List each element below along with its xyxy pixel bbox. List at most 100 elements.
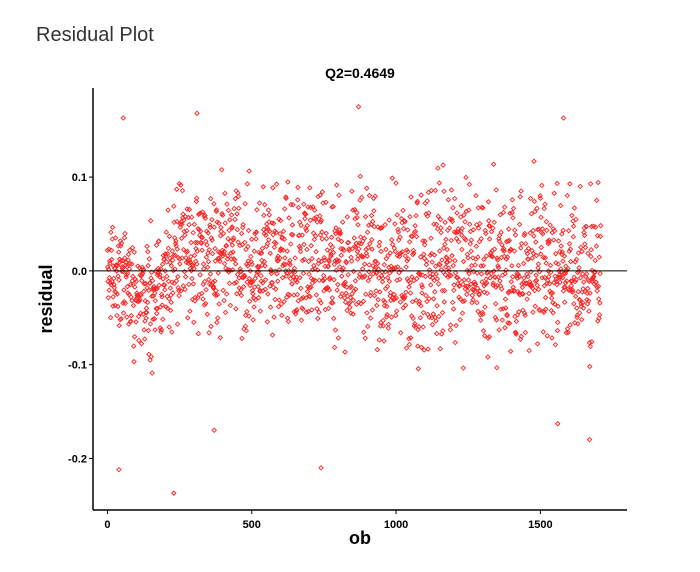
data-point	[428, 235, 434, 242]
data-point	[431, 252, 438, 258]
data-point	[544, 277, 551, 284]
data-point	[267, 283, 273, 289]
data-point	[360, 298, 367, 304]
data-point	[481, 256, 487, 263]
data-point	[427, 282, 434, 288]
data-point	[275, 303, 282, 310]
data-point	[279, 312, 285, 319]
data-point	[413, 297, 420, 304]
data-point	[553, 278, 560, 285]
data-point	[516, 290, 522, 297]
data-point	[285, 179, 291, 185]
data-point	[485, 335, 491, 341]
data-point	[583, 271, 590, 277]
data-point	[357, 173, 364, 180]
data-point	[119, 263, 125, 270]
data-point	[115, 303, 121, 310]
data-point	[312, 233, 319, 239]
data-point	[121, 235, 128, 241]
data-point	[464, 288, 471, 294]
data-point	[285, 318, 292, 325]
data-point	[270, 232, 276, 238]
data-point	[512, 313, 518, 320]
data-point	[198, 240, 205, 247]
data-point	[419, 284, 426, 290]
data-point	[510, 215, 516, 221]
data-point	[263, 232, 269, 238]
data-point	[305, 258, 312, 265]
data-point	[422, 238, 428, 244]
data-point	[592, 257, 598, 264]
data-point	[404, 276, 411, 282]
data-point	[546, 280, 553, 287]
data-point	[500, 209, 507, 216]
data-point	[397, 330, 404, 336]
data-point	[596, 254, 603, 260]
data-point	[567, 322, 573, 328]
data-point	[293, 274, 300, 280]
data-point	[548, 295, 555, 301]
data-point	[225, 207, 232, 214]
data-point	[514, 275, 521, 281]
data-point	[304, 222, 310, 229]
data-point	[147, 280, 153, 286]
data-point	[300, 306, 306, 312]
data-point	[270, 184, 276, 191]
data-point	[295, 184, 301, 191]
data-point	[563, 263, 569, 269]
data-point	[557, 202, 564, 209]
data-point	[162, 268, 168, 274]
data-point	[406, 335, 412, 342]
data-point	[131, 334, 138, 340]
data-point	[473, 192, 479, 199]
data-point	[243, 328, 250, 334]
data-point	[475, 254, 481, 260]
data-point	[248, 253, 254, 260]
data-point	[253, 272, 260, 279]
data-point	[418, 303, 424, 309]
data-point	[212, 278, 218, 284]
data-point	[171, 280, 178, 286]
data-point	[327, 274, 333, 281]
data-point	[477, 317, 484, 323]
data-point	[475, 308, 481, 315]
data-point	[567, 258, 574, 265]
data-point	[244, 308, 250, 315]
data-point	[451, 282, 457, 288]
data-point	[509, 263, 515, 269]
data-point	[526, 347, 532, 354]
data-point	[538, 244, 545, 251]
data-point	[110, 303, 116, 309]
data-point	[587, 181, 594, 187]
data-point	[363, 291, 369, 297]
data-point	[502, 270, 508, 277]
data-point	[249, 279, 256, 285]
data-point	[389, 237, 395, 243]
data-point	[565, 285, 572, 292]
data-point	[266, 228, 273, 234]
data-point	[557, 279, 563, 285]
data-point	[573, 256, 580, 263]
data-point	[277, 217, 284, 224]
data-point	[231, 280, 238, 287]
data-point	[481, 289, 488, 296]
data-point	[215, 270, 222, 276]
data-point	[432, 289, 438, 295]
data-point	[238, 292, 245, 299]
data-point	[444, 246, 450, 253]
data-point	[209, 216, 215, 223]
data-point	[213, 287, 219, 294]
data-point	[141, 327, 147, 333]
data-point	[509, 273, 516, 280]
data-point	[224, 201, 230, 207]
data-point	[439, 257, 445, 263]
data-point	[143, 305, 150, 311]
data-point	[495, 263, 501, 269]
data-point	[120, 310, 127, 316]
data-point	[372, 264, 379, 271]
data-point	[561, 253, 568, 259]
data-point	[104, 247, 111, 254]
data-point	[312, 277, 318, 284]
data-point	[240, 284, 247, 290]
data-point	[343, 259, 350, 266]
